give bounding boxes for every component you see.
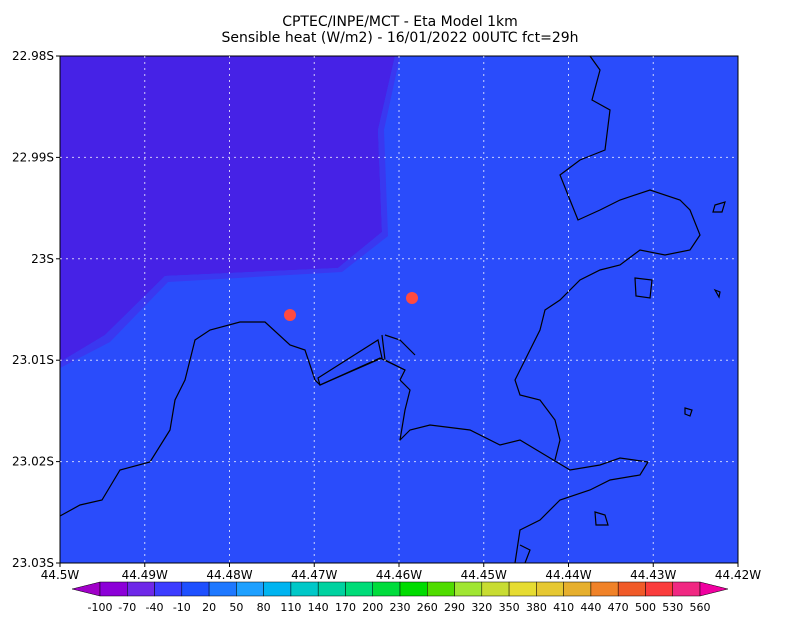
colorbar-label: 500 — [635, 601, 656, 614]
colorbar-label: 320 — [471, 601, 492, 614]
colorbar-segment — [536, 581, 564, 597]
y-tick-label: 22.98S — [12, 49, 54, 63]
colorbar-segment — [236, 581, 264, 597]
colorbar-segment — [208, 581, 237, 597]
colorbar-segment — [454, 581, 483, 597]
x-tick-label: 44.46W — [376, 568, 422, 582]
colorbar-label: -40 — [146, 601, 164, 614]
colorbar-label: 110 — [280, 601, 301, 614]
colorbar-label: 260 — [417, 601, 438, 614]
colorbar-segment — [617, 581, 646, 597]
colorbar-label: 350 — [499, 601, 520, 614]
colorbar-segment — [645, 581, 673, 597]
colorbar-label: 140 — [308, 601, 329, 614]
colorbar-label: 470 — [608, 601, 629, 614]
colorbar-segment — [508, 581, 537, 597]
x-tick-label: 44.49W — [122, 568, 168, 582]
colorbar-label: 20 — [202, 601, 216, 614]
x-tick-label: 44.5W — [41, 568, 80, 582]
colorbar-segment — [317, 581, 346, 597]
colorbar-label: 200 — [362, 601, 383, 614]
y-tick-label: 22.99S — [12, 150, 54, 164]
colorbar-segment — [290, 581, 319, 597]
colorbar-arrow — [71, 581, 101, 597]
station-marker — [284, 309, 296, 321]
colorbar-label: -70 — [118, 601, 136, 614]
x-tick-label: 44.48W — [206, 568, 252, 582]
colorbar-segment — [672, 581, 701, 597]
title-line: CPTEC/INPE/MCT - Eta Model 1km — [282, 14, 518, 30]
colorbar-label: -10 — [173, 601, 191, 614]
colorbar-label: 50 — [229, 601, 243, 614]
y-tick-label: 23.02S — [12, 455, 54, 469]
x-tick-label: 44.44W — [545, 568, 591, 582]
x-tick-label: 44.47W — [291, 568, 337, 582]
x-tick-label: 44.43W — [630, 568, 676, 582]
y-tick-label: 23.03S — [12, 556, 54, 570]
colorbar-label: 410 — [553, 601, 574, 614]
colorbar-label: 440 — [580, 601, 601, 614]
colorbar-segment — [99, 581, 128, 597]
colorbar-label: 530 — [662, 601, 683, 614]
colorbar-segment — [427, 581, 455, 597]
colorbar-segment — [372, 581, 401, 597]
colorbar-segment — [181, 581, 210, 597]
title-line: Sensible heat (W/m2) - 16/01/2022 00UTC … — [221, 30, 578, 46]
colorbar-arrow — [699, 581, 729, 597]
field-region — [60, 56, 395, 362]
colorbar-segment — [345, 581, 373, 597]
colorbar-segment — [563, 581, 592, 597]
colorbar-label: 560 — [690, 601, 711, 614]
colorbar-label: 170 — [335, 601, 356, 614]
colorbar-label: 380 — [526, 601, 547, 614]
coastline — [384, 334, 416, 356]
colorbar-segment — [481, 581, 510, 597]
coastline — [59, 321, 649, 564]
colorbar-label: 290 — [444, 601, 465, 614]
coastline — [514, 55, 701, 461]
colorbar-segment — [590, 581, 619, 597]
colorbar-segment — [127, 581, 155, 597]
y-tick-label: 23.01S — [12, 353, 54, 367]
y-tick-label: 23S — [31, 252, 54, 266]
colorbar-segment — [263, 581, 292, 597]
colorbar-segment — [399, 581, 428, 597]
x-tick-label: 44.42W — [715, 568, 761, 582]
station-marker — [406, 292, 418, 304]
colorbar-segment — [154, 581, 183, 597]
coastline — [519, 201, 726, 564]
colorbar: -100 -70 -40 -10 20 50 80 110 140 170 200 230 260 290… — [71, 581, 729, 614]
colorbar-label: 230 — [390, 601, 411, 614]
colorbar-label: 80 — [257, 601, 271, 614]
colorbar-label: -100 — [88, 601, 113, 614]
x-tick-label: 44.45W — [461, 568, 507, 582]
